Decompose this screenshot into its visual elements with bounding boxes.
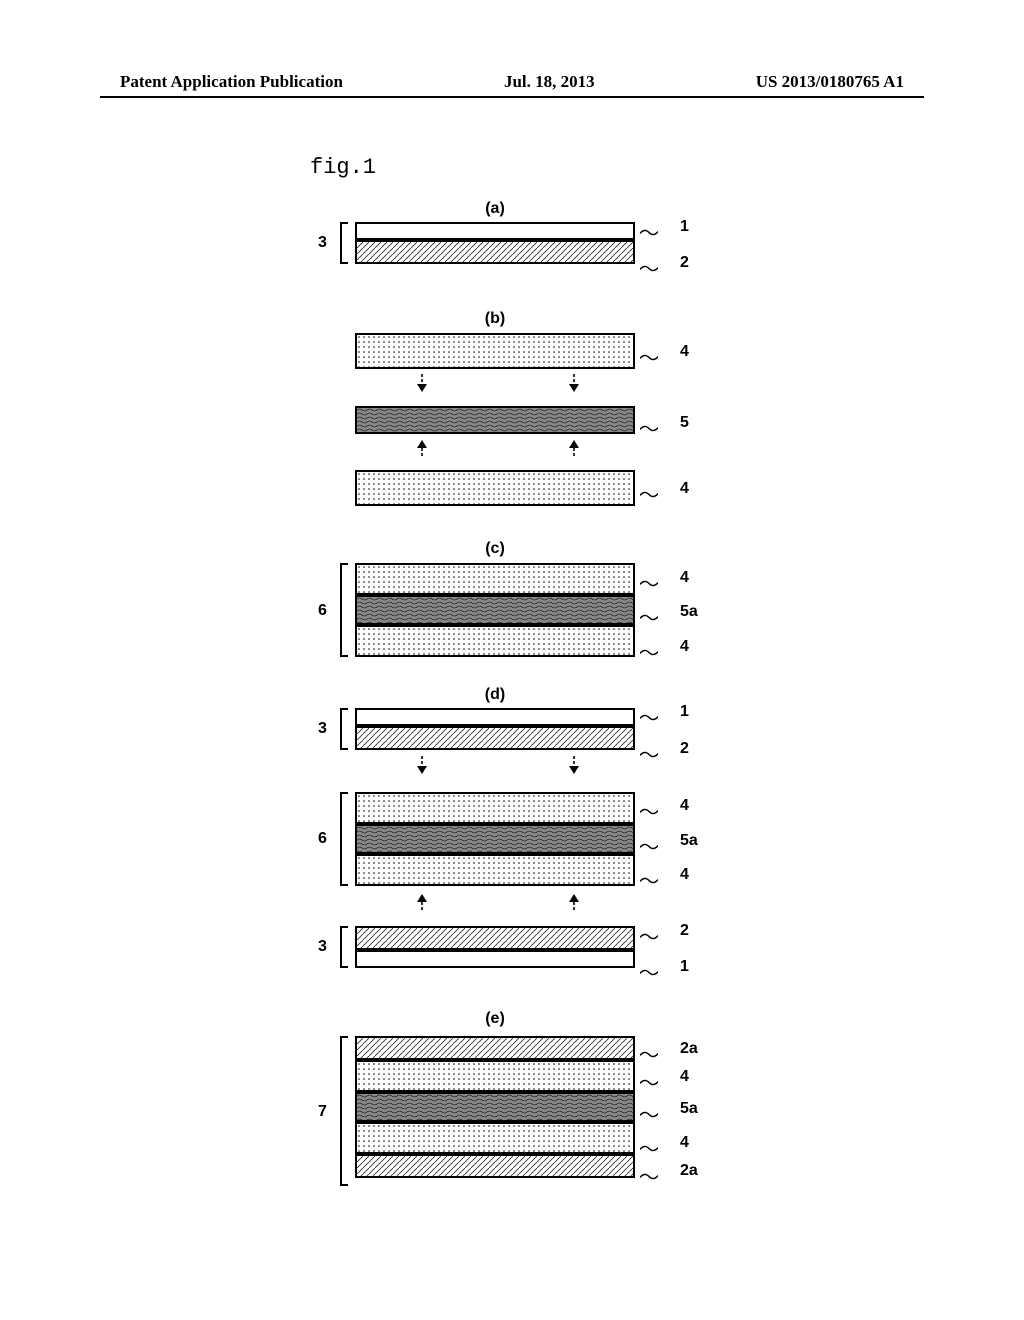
layer [355, 1122, 635, 1154]
reference-number: 1 [680, 218, 689, 236]
layer [355, 333, 635, 369]
bracket-label: 7 [318, 1103, 327, 1121]
lead-line [640, 872, 658, 882]
layer [355, 824, 635, 854]
bracket [340, 926, 348, 968]
lead-line [640, 224, 658, 234]
bracket-label: 3 [318, 938, 327, 956]
arrow-up-icon [415, 892, 429, 919]
arrow-down-icon [567, 754, 581, 781]
subfigure-label: (b) [480, 310, 510, 328]
reference-number: 4 [680, 343, 689, 361]
arrow-down-icon [415, 372, 429, 399]
layer [355, 726, 635, 750]
bracket [340, 1036, 348, 1186]
lead-line [640, 486, 658, 496]
layer [355, 708, 635, 726]
header-right: US 2013/0180765 A1 [756, 72, 904, 92]
lead-line [640, 838, 658, 848]
bracket-label: 6 [318, 830, 327, 848]
reference-number: 4 [680, 1134, 689, 1152]
arrow-down-icon [567, 372, 581, 399]
reference-number: 5a [680, 1100, 698, 1118]
lead-line [640, 1046, 658, 1056]
reference-number: 4 [680, 1068, 689, 1086]
header-rule [100, 96, 924, 98]
lead-line [640, 1074, 658, 1084]
arrow-down-icon [415, 754, 429, 781]
arrow-up-icon [415, 438, 429, 465]
layer [355, 240, 635, 264]
layer [355, 926, 635, 950]
reference-number: 2 [680, 254, 689, 272]
reference-number: 2a [680, 1162, 698, 1180]
reference-number: 5 [680, 414, 689, 432]
layer [355, 1060, 635, 1092]
layer [355, 854, 635, 886]
layer [355, 1036, 635, 1060]
lead-line [640, 260, 658, 270]
lead-line [640, 928, 658, 938]
layer [355, 563, 635, 595]
lead-line [640, 803, 658, 813]
reference-number: 4 [680, 797, 689, 815]
layer [355, 625, 635, 657]
reference-number: 1 [680, 703, 689, 721]
reference-number: 4 [680, 569, 689, 587]
subfigure-label: (a) [480, 200, 510, 218]
reference-number: 2 [680, 740, 689, 758]
bracket [340, 708, 348, 750]
layer [355, 595, 635, 625]
layer [355, 470, 635, 506]
header-left: Patent Application Publication [120, 72, 343, 92]
lead-line [640, 349, 658, 359]
bracket-label: 6 [318, 602, 327, 620]
lead-line [640, 1168, 658, 1178]
lead-line [640, 709, 658, 719]
reference-number: 4 [680, 480, 689, 498]
bracket-label: 3 [318, 720, 327, 738]
lead-line [640, 746, 658, 756]
layer [355, 1092, 635, 1122]
reference-number: 4 [680, 866, 689, 884]
lead-line [640, 1140, 658, 1150]
lead-line [640, 575, 658, 585]
arrow-up-icon [567, 892, 581, 919]
reference-number: 4 [680, 638, 689, 656]
reference-number: 2a [680, 1040, 698, 1058]
header-center: Jul. 18, 2013 [504, 72, 595, 92]
layer [355, 792, 635, 824]
layer [355, 406, 635, 434]
lead-line [640, 644, 658, 654]
arrow-up-icon [567, 438, 581, 465]
bracket [340, 563, 348, 657]
lead-line [640, 1106, 658, 1116]
subfigure-label: (d) [480, 686, 510, 704]
subfigure-label: (e) [480, 1010, 510, 1028]
bracket [340, 222, 348, 264]
lead-line [640, 420, 658, 430]
layer [355, 222, 635, 240]
header: Patent Application Publication Jul. 18, … [0, 72, 1024, 92]
layer [355, 950, 635, 968]
layer [355, 1154, 635, 1178]
lead-line [640, 609, 658, 619]
figure-label: fig.1 [310, 155, 376, 180]
reference-number: 1 [680, 958, 689, 976]
reference-number: 5a [680, 603, 698, 621]
reference-number: 2 [680, 922, 689, 940]
bracket [340, 792, 348, 886]
lead-line [640, 964, 658, 974]
subfigure-label: (c) [480, 540, 510, 558]
bracket-label: 3 [318, 234, 327, 252]
reference-number: 5a [680, 832, 698, 850]
